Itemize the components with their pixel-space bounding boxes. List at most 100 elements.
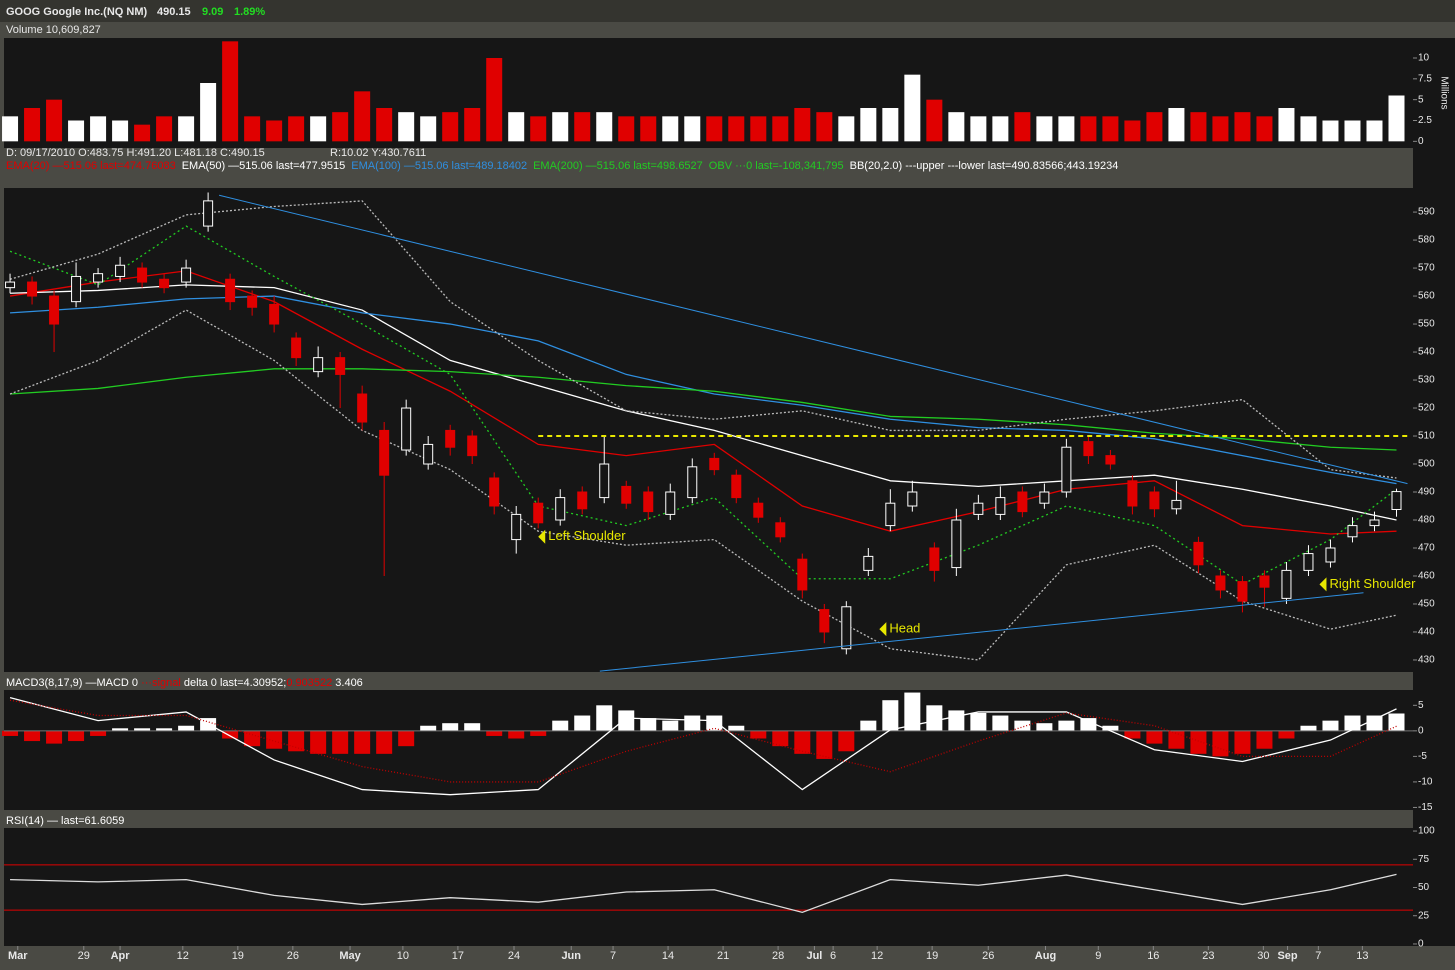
bar bbox=[618, 116, 635, 142]
bar bbox=[222, 41, 239, 142]
bar bbox=[266, 120, 283, 142]
candle-body bbox=[555, 497, 566, 521]
x-tick-label: 16 bbox=[1147, 950, 1159, 962]
bar bbox=[882, 700, 899, 731]
candle-body bbox=[357, 393, 368, 423]
x-tick-label: Jun bbox=[561, 950, 581, 962]
y-tick-label: 460 bbox=[1418, 571, 1435, 582]
bar bbox=[244, 730, 261, 747]
candle-body bbox=[1149, 491, 1160, 510]
bar bbox=[750, 730, 767, 739]
y-tick-label: 7.5 bbox=[1418, 73, 1432, 84]
candle-body bbox=[1171, 499, 1182, 510]
bar bbox=[178, 725, 195, 731]
x-tick-label: 26 bbox=[982, 950, 994, 962]
indicator-line bbox=[9, 697, 1397, 796]
candle-body bbox=[27, 281, 38, 297]
y-tick-label: 25 bbox=[1418, 910, 1430, 921]
candle-body bbox=[753, 502, 764, 518]
x-tick-label: Apr bbox=[111, 950, 131, 962]
bar bbox=[728, 116, 745, 142]
bar bbox=[68, 730, 85, 742]
y-tick-label: 75 bbox=[1418, 854, 1430, 865]
x-tick-label: 13 bbox=[1356, 950, 1368, 962]
bar bbox=[1344, 120, 1361, 142]
candle-body bbox=[115, 264, 126, 277]
bar bbox=[904, 692, 921, 731]
bar bbox=[992, 715, 1009, 731]
x-tick-label: 10 bbox=[397, 950, 409, 962]
bar bbox=[596, 705, 613, 731]
bar bbox=[816, 730, 833, 759]
candle-body bbox=[665, 491, 676, 515]
bar bbox=[552, 112, 569, 142]
candle-body bbox=[599, 463, 610, 499]
bar bbox=[1212, 116, 1229, 142]
candle-body bbox=[819, 609, 830, 633]
bar bbox=[1344, 715, 1361, 731]
bar bbox=[970, 712, 987, 731]
x-tick-label: 7 bbox=[1315, 950, 1321, 962]
bar bbox=[1168, 108, 1185, 142]
bar bbox=[662, 720, 679, 731]
indicator-legend: EMA(20) —515.06 last=474.76083 EMA(50) —5… bbox=[6, 160, 1118, 172]
x-tick-label: 30 bbox=[1257, 950, 1269, 962]
annotation: Head bbox=[889, 621, 920, 636]
bar bbox=[684, 715, 701, 731]
bar bbox=[1058, 720, 1075, 731]
bar bbox=[332, 112, 349, 142]
bar bbox=[1014, 720, 1031, 731]
trendline bbox=[599, 592, 1364, 672]
x-tick-label: Aug bbox=[1035, 950, 1056, 962]
annotation-arrow bbox=[879, 622, 887, 637]
bar bbox=[244, 116, 261, 142]
y-tick-label: 560 bbox=[1418, 291, 1435, 302]
annotation-arrow bbox=[538, 529, 546, 544]
y-tick-label: 2.5 bbox=[1418, 115, 1432, 126]
candle-body bbox=[1061, 446, 1072, 493]
x-tick-label: 24 bbox=[508, 950, 520, 962]
y-tick-label: 530 bbox=[1418, 375, 1435, 386]
bar bbox=[1300, 116, 1317, 142]
bar bbox=[508, 730, 525, 739]
candle-body bbox=[71, 275, 82, 303]
candle-body bbox=[907, 491, 918, 507]
indicator-item: EMA(200) —515.06 last=498.6527 bbox=[533, 160, 703, 172]
bar bbox=[200, 83, 217, 142]
indicator-item: EMA(20) —515.06 last=474.76083 bbox=[6, 160, 176, 172]
bar bbox=[772, 116, 789, 142]
bar bbox=[24, 730, 41, 742]
candle-body bbox=[247, 295, 258, 308]
candle-body bbox=[269, 303, 280, 325]
bar bbox=[1256, 116, 1273, 142]
bar bbox=[420, 116, 437, 142]
bar bbox=[882, 108, 899, 142]
bar bbox=[838, 730, 855, 752]
bar bbox=[552, 720, 569, 731]
bar bbox=[992, 116, 1009, 142]
candle-body bbox=[973, 502, 984, 515]
bar bbox=[156, 728, 173, 731]
annotation: Left Shoulder bbox=[548, 528, 626, 543]
trendline bbox=[219, 194, 1408, 485]
legend-item: 0.903522 bbox=[286, 677, 332, 689]
bar bbox=[156, 116, 173, 142]
bar bbox=[2, 116, 19, 142]
legend-item: MACD3(8,17,9) —MACD 0 bbox=[6, 677, 141, 689]
bar bbox=[662, 116, 679, 142]
bar bbox=[1036, 723, 1053, 731]
bar bbox=[266, 730, 283, 749]
bar bbox=[838, 116, 855, 142]
bar bbox=[288, 116, 305, 142]
bar bbox=[68, 120, 85, 142]
bar bbox=[464, 108, 481, 142]
candle-body bbox=[159, 278, 170, 289]
candle-body bbox=[423, 443, 434, 465]
indicator-item: EMA(50) —515.06 last=477.9515 bbox=[182, 160, 346, 172]
candle-body bbox=[1369, 519, 1380, 527]
bar bbox=[772, 730, 789, 747]
bar bbox=[948, 112, 965, 142]
y-tick-label: 10 bbox=[1418, 53, 1430, 64]
x-tick-label: 19 bbox=[926, 950, 938, 962]
